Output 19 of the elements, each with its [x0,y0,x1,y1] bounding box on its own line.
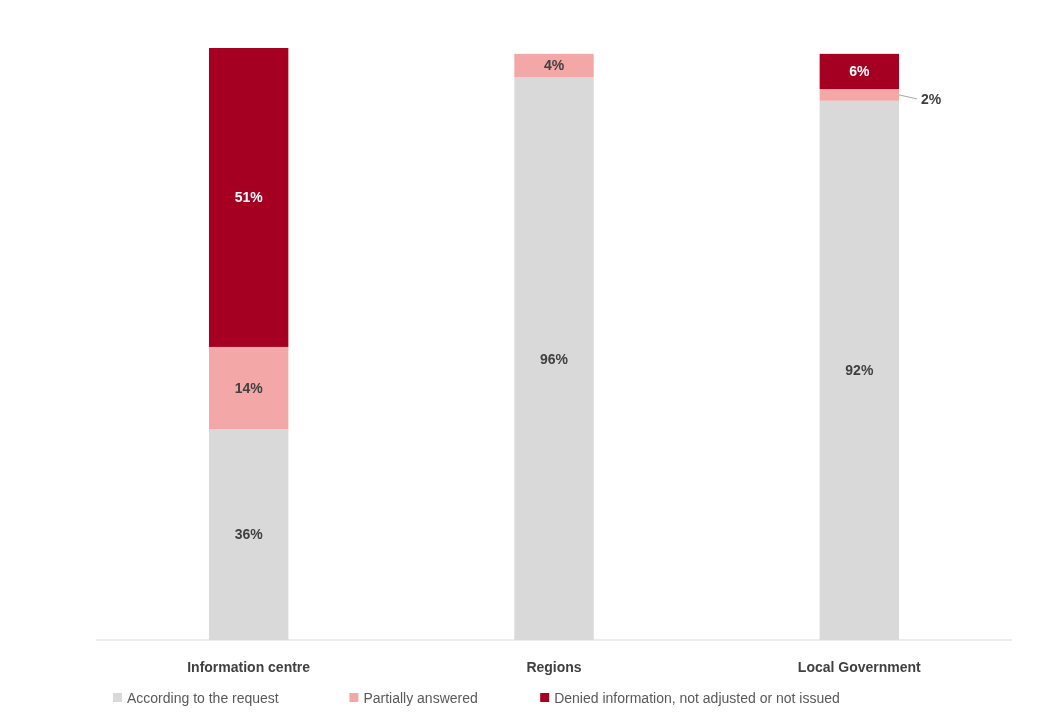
data-label: 96% [539,350,569,367]
legend-label: Partially answered [363,689,478,706]
data-label: 92% [845,362,874,379]
data-label: 51% [234,189,264,206]
x-tick-label: Information centre [187,659,311,675]
x-tick-label: Regions [526,659,582,675]
bar [819,89,900,101]
data-label: 4% [543,57,565,74]
legend-label: According to the request [127,689,279,706]
bar [819,53,900,90]
bar [514,53,594,78]
bar [208,346,289,429]
x-tick-label: Local Government [797,659,922,675]
bar [208,48,289,347]
data-label: 6% [849,63,870,80]
data-label: 14% [234,379,264,396]
data-label: 2% [921,90,942,107]
legend-label: Denied information, not adjusted or not issued [554,689,840,706]
data-label: 36% [234,526,264,543]
